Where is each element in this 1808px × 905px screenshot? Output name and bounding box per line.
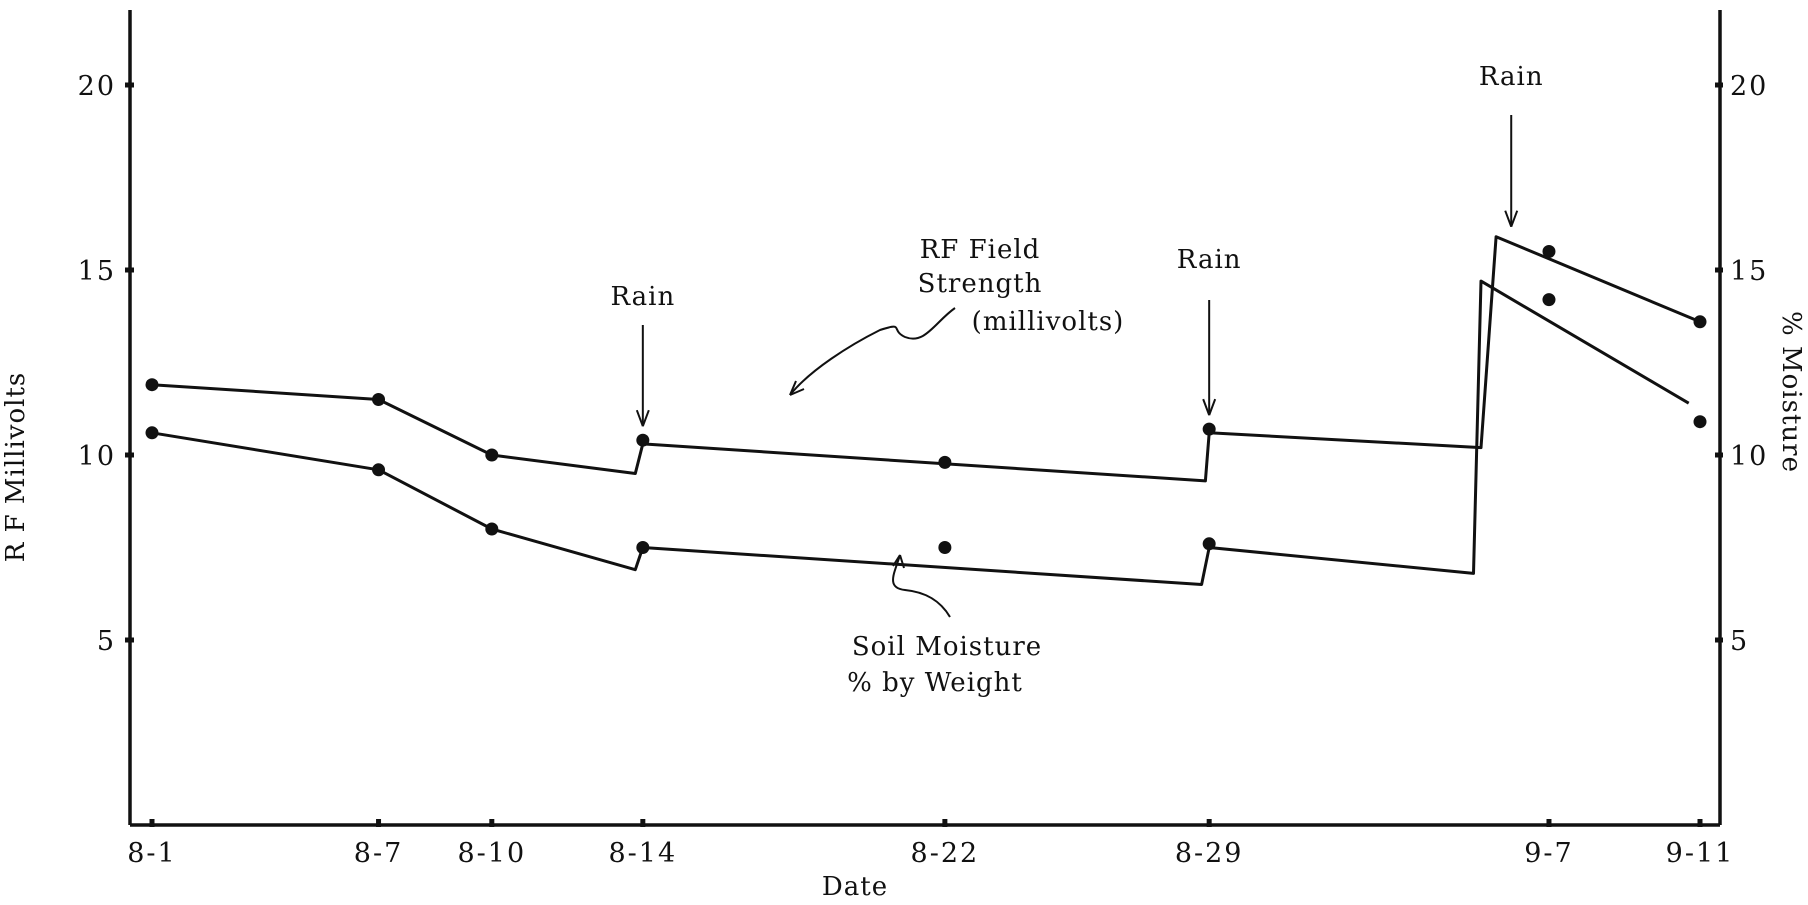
rain-label-3: Rain [1479, 62, 1544, 92]
data-point [372, 393, 386, 406]
left-y-tick-label: 15 [78, 256, 116, 287]
x-tick-label: 8-1 [127, 838, 176, 869]
soil-label-line1: Soil Moisture [852, 632, 1042, 662]
right-y-tick-label: 20 [1730, 71, 1768, 102]
x-tick-label: 8-22 [911, 838, 980, 869]
x-tick-label: 8-14 [608, 838, 677, 869]
series-rf-field-strength [145, 235, 1707, 483]
data-point [1542, 293, 1556, 307]
rf-label-line1: RF Field [920, 235, 1041, 265]
right-y-tick-label: 15 [1730, 256, 1768, 287]
right-y-tick-label: 10 [1730, 441, 1768, 472]
rf-label-line3: (millivolts) [972, 307, 1125, 337]
data-point [485, 448, 499, 462]
soil-label-line2: % by Weight [847, 668, 1023, 698]
rf-callout-arrowhead [789, 380, 805, 396]
data-point [372, 463, 386, 477]
x-tick-label: 8-29 [1175, 838, 1244, 869]
soil-callout-arrowhead [892, 554, 905, 569]
data-point [938, 455, 952, 469]
soil-callout-arrow [892, 554, 951, 618]
data-point [145, 426, 159, 440]
data-point [938, 541, 952, 554]
series-line [151, 235, 1701, 483]
left-y-tick-label: 5 [97, 626, 116, 657]
rain-arrowhead [1504, 210, 1519, 228]
right-y-axis-title: % Moisture [1776, 311, 1806, 473]
series-layer [145, 235, 1707, 586]
data-point [485, 522, 499, 536]
data-point [1202, 422, 1216, 436]
data-point [1693, 315, 1707, 329]
x-tick-label: 9-11 [1666, 838, 1735, 869]
data-point [636, 541, 650, 554]
rf-callout-arrow [789, 307, 956, 396]
right-y-tick-label: 5 [1730, 626, 1749, 657]
data-point [636, 433, 650, 447]
data-point [1542, 245, 1556, 258]
x-tick-label: 8-7 [354, 838, 403, 869]
axes [128, 10, 1722, 827]
rf-label-line2: Strength [918, 269, 1043, 299]
x-tick-label: 8-10 [457, 838, 526, 869]
data-point [1693, 415, 1707, 429]
ticks: 8-1 8-7 8-10 8-14 8-22 8-29 9-7 9-11 5 10 15 20 5 10 1… [78, 71, 1768, 869]
rain-arrowhead [1202, 398, 1217, 416]
left-y-tick-label: 20 [78, 71, 116, 102]
axis-labels: Date R F Millivolts % Moisture [1, 311, 1806, 902]
series-soil-moisture [145, 279, 1707, 586]
series-line [151, 279, 1690, 586]
annotations: Rain Rain Rain RF Field Strength (milliv… [610, 62, 1544, 698]
x-tick-label: 9-7 [1524, 838, 1573, 869]
data-point [145, 378, 159, 392]
x-axis-title: Date [822, 872, 888, 902]
left-y-tick-label: 10 [78, 441, 116, 472]
rain-label-2: Rain [1177, 245, 1242, 275]
rain-arrowhead [635, 409, 650, 427]
left-y-axis-title: R F Millivolts [1, 372, 31, 562]
data-point [1202, 537, 1216, 551]
rain-label-1: Rain [610, 282, 675, 312]
